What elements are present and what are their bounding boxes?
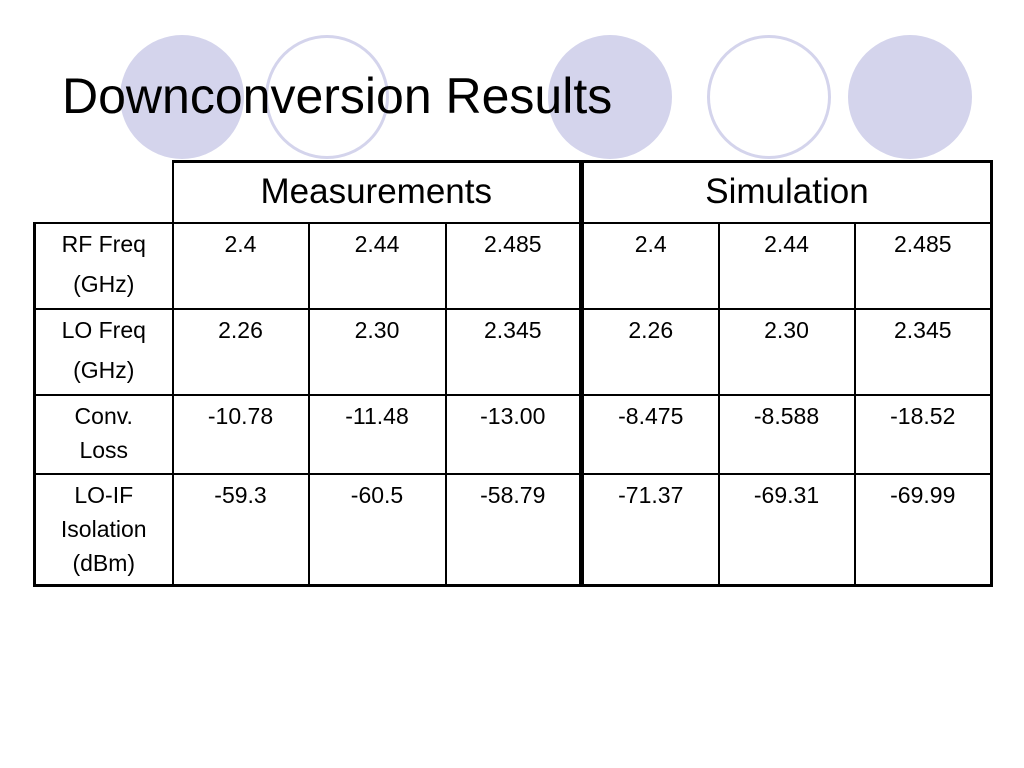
measurement-cell: -10.78 [171, 393, 310, 475]
measurement-cell: -13.00 [444, 393, 583, 475]
table-row: RF Freq (GHz) 2.4 2.44 2.485 2.4 2.44 2.… [33, 221, 993, 310]
results-table: Measurements Simulation RF Freq (GHz) 2.… [33, 160, 993, 587]
simulation-cell: 2.30 [717, 307, 856, 396]
decor-circle-1 [120, 35, 244, 159]
measurement-cell: 2.44 [307, 221, 447, 310]
simulation-cell: -69.99 [853, 472, 993, 587]
measurement-cell: -59.3 [171, 472, 310, 587]
row-label: LO Freq (GHz) [33, 307, 174, 396]
measurement-cell: 2.30 [307, 307, 447, 396]
decor-circle-3 [548, 35, 672, 159]
measurement-cell: 2.4 [171, 221, 310, 310]
decor-circle-4 [707, 35, 831, 159]
row-label: Conv. Loss [33, 393, 174, 475]
decor-circle-5 [848, 35, 972, 159]
simulation-cell: -8.588 [717, 393, 856, 475]
header-simulation: Simulation [579, 160, 993, 224]
simulation-cell: 2.485 [853, 221, 993, 310]
decor-circle-2 [265, 35, 389, 159]
slide-title: Downconversion Results [62, 68, 613, 124]
corner-cell [34, 161, 174, 224]
simulation-cell: -69.31 [717, 472, 856, 587]
measurement-cell: 2.26 [171, 307, 310, 396]
measurement-cell: -11.48 [307, 393, 447, 475]
simulation-cell: 2.4 [579, 221, 720, 310]
header-measurements: Measurements [171, 160, 583, 224]
table-row: LO Freq (GHz) 2.26 2.30 2.345 2.26 2.30 … [33, 307, 993, 396]
simulation-cell: 2.26 [579, 307, 720, 396]
simulation-cell: 2.345 [853, 307, 993, 396]
row-label: LO-IF Isolation (dBm) [33, 472, 174, 587]
simulation-cell: -18.52 [853, 393, 993, 475]
table-row: Conv. Loss -10.78 -11.48 -13.00 -8.475 -… [33, 393, 993, 475]
table-row: LO-IF Isolation (dBm) -59.3 -60.5 -58.79… [33, 472, 993, 587]
simulation-cell: -71.37 [579, 472, 720, 587]
group-header-row: Measurements Simulation [34, 160, 993, 224]
measurement-cell: 2.345 [444, 307, 583, 396]
simulation-cell: -8.475 [579, 393, 720, 475]
measurement-cell: -58.79 [444, 472, 583, 587]
simulation-cell: 2.44 [717, 221, 856, 310]
row-label: RF Freq (GHz) [33, 221, 174, 310]
measurement-cell: 2.485 [444, 221, 583, 310]
measurement-cell: -60.5 [307, 472, 447, 587]
